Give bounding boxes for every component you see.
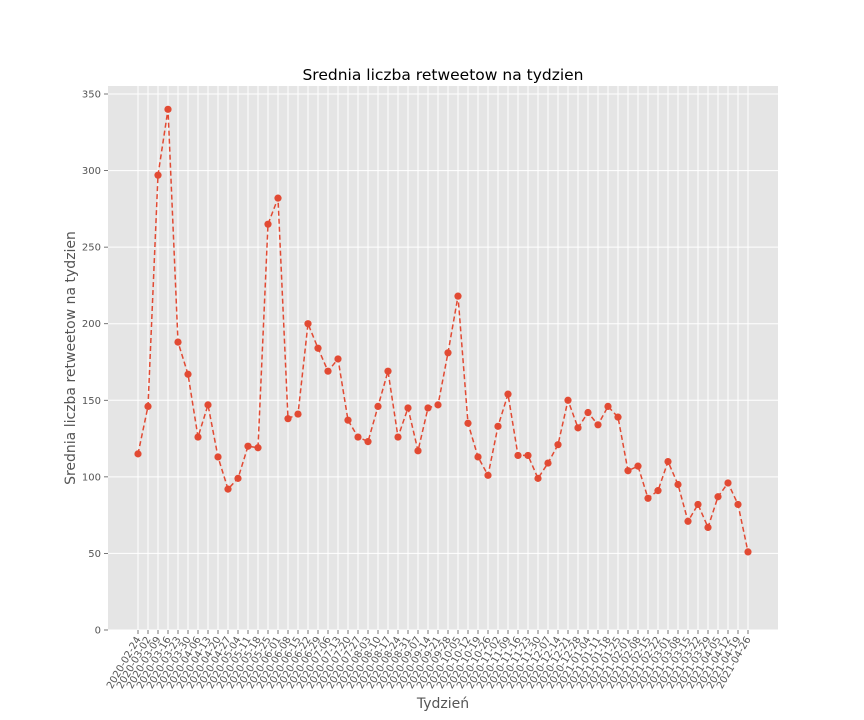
data-point: [594, 421, 602, 429]
data-point: [424, 404, 432, 412]
data-point: [164, 105, 172, 113]
data-point: [584, 408, 592, 417]
data-point: [744, 548, 752, 556]
x-axis-ticks: 2020-02-242020-03-022020-03-092020-03-16…: [105, 630, 754, 691]
grid: [108, 86, 778, 631]
data-point: [464, 419, 472, 427]
data-point: [394, 433, 402, 441]
data-point: [264, 220, 272, 228]
y-tick-label: 250: [82, 243, 101, 254]
data-point: [404, 404, 412, 412]
data-point: [534, 474, 542, 482]
data-point: [214, 453, 222, 461]
data-point: [684, 517, 692, 525]
series-line: [137, 109, 749, 553]
data-point: [224, 485, 232, 493]
data-point: [354, 433, 362, 441]
data-point: [174, 338, 182, 346]
y-axis-label: Srednia liczba retweetow na tydzien: [63, 231, 79, 485]
data-point: [194, 433, 202, 441]
data-point: [134, 450, 142, 458]
plot-background: [108, 86, 778, 630]
data-point: [324, 367, 332, 375]
data-point: [494, 422, 502, 430]
y-axis-ticks: 0 50 100 150 200 250 300 350: [82, 90, 108, 637]
data-point: [654, 487, 662, 495]
data-point: [334, 355, 342, 363]
data-point: [604, 402, 612, 411]
data-point: [154, 171, 162, 179]
data-point: [364, 438, 372, 446]
data-point: [294, 410, 302, 418]
data-point: [724, 479, 732, 487]
data-point: [204, 401, 212, 409]
data-point: [234, 474, 242, 482]
data-point: [434, 401, 442, 409]
data-point: [484, 471, 492, 479]
y-tick-label: 0: [95, 626, 101, 637]
data-point: [514, 451, 522, 460]
data-point: [714, 493, 722, 501]
y-tick-label: 150: [82, 396, 101, 407]
y-tick-label: 200: [82, 319, 101, 330]
data-point: [554, 441, 562, 449]
data-point: [304, 320, 312, 328]
data-point: [644, 494, 652, 502]
data-point: [314, 344, 322, 352]
data-point: [384, 367, 392, 375]
data-point: [624, 467, 632, 475]
y-tick-label: 100: [82, 472, 101, 483]
data-point: [704, 523, 712, 531]
data-point: [574, 424, 582, 432]
y-tick-label: 50: [88, 549, 101, 560]
data-point: [344, 416, 352, 424]
chart-title: Srednia liczba retweetow na tydzien: [302, 66, 583, 84]
y-tick-label: 350: [82, 90, 101, 101]
data-point: [284, 415, 292, 423]
data-point: [144, 402, 152, 411]
data-point: [694, 500, 702, 509]
data-point: [414, 447, 422, 455]
data-point: [274, 194, 282, 202]
data-point: [444, 349, 452, 357]
data-point: [614, 413, 622, 421]
data-point: [734, 500, 742, 509]
data-point: [544, 459, 552, 467]
data-point: [664, 457, 672, 466]
data-point: [184, 370, 192, 378]
data-point: [454, 292, 462, 300]
data-point: [634, 462, 642, 470]
data-point: [254, 444, 262, 452]
x-axis-label: Tydzień: [416, 696, 469, 712]
data-point: [674, 480, 682, 489]
data-point: [374, 402, 382, 411]
y-tick-label: 300: [82, 166, 101, 177]
data-point: [244, 442, 252, 450]
data-point: [564, 396, 572, 404]
series: [134, 105, 752, 556]
data-point: [474, 453, 482, 461]
data-point: [504, 390, 512, 398]
data-point: [524, 451, 532, 460]
